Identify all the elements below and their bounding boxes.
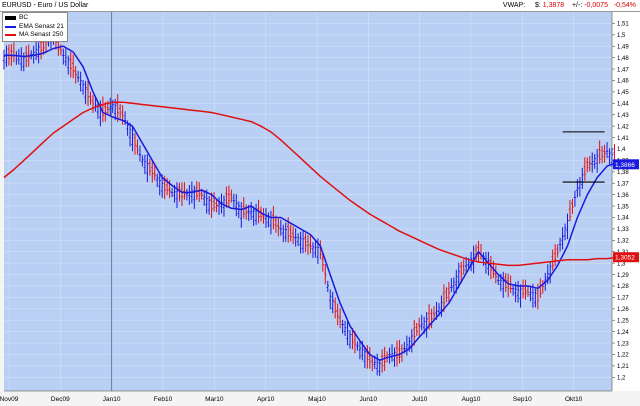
chart-legend: BC EMA Senast 21 MA Senast 250 [2, 12, 68, 42]
change-percent: -0,54% [613, 2, 636, 9]
y-tick-label: 1,33 [617, 227, 629, 233]
plot-area [4, 12, 612, 391]
x-tick-label: Jan10 [103, 396, 121, 403]
legend-swatch-ema [5, 25, 16, 28]
y-axis-panel [612, 12, 640, 391]
value-tag [613, 159, 639, 170]
y-tick-label: 1,44 [617, 102, 629, 108]
legend-item-ma: MA Senast 250 [5, 31, 64, 40]
x-tick-label: Dec09 [51, 396, 70, 403]
y-tick-label: 1,46 [617, 79, 629, 85]
y-tick-label: 1,35 [617, 204, 629, 210]
vwap-label: VWAP: [502, 2, 526, 9]
legend-label-ema: EMA Senast 21 [19, 22, 64, 30]
price-label: $: [534, 2, 541, 9]
change-value: -0,0075 [584, 2, 608, 9]
x-tick-label: Okt10 [565, 396, 583, 403]
y-tick-label: 1,4 [617, 147, 626, 153]
y-tick-label: 1,38 [617, 170, 629, 176]
y-tick-label: 1,3 [617, 261, 626, 267]
symbol-title: EURUSD - Euro / US Dollar [2, 2, 89, 9]
y-tick-label: 1,29 [617, 273, 629, 279]
x-tick-label: Mar10 [205, 396, 224, 403]
ema-line [4, 45, 618, 361]
y-tick-label: 1,47 [617, 67, 629, 73]
y-tick-label: 1,51 [617, 22, 629, 28]
y-tick-label: 1,48 [617, 56, 629, 62]
x-tick-label: Sep10 [513, 396, 532, 403]
price-value: 1,3878 [542, 2, 565, 9]
legend-swatch-ma [5, 34, 16, 37]
y-tick-label: 1,27 [617, 296, 629, 302]
y-tick-label: 1,25 [617, 318, 629, 324]
y-tick-label: 1,32 [617, 239, 629, 245]
x-tick-label: Jun10 [359, 396, 377, 403]
y-tick-label: 1,5 [617, 33, 626, 39]
y-tick-label: 1,21 [617, 364, 629, 370]
y-tick-label: 1,41 [617, 136, 629, 142]
x-tick-label: Apr10 [257, 396, 275, 403]
y-tick-label: 1,43 [617, 113, 629, 119]
x-tick-label: Maj10 [308, 396, 326, 403]
legend-label-bc: BC [19, 14, 29, 21]
y-tick-label: 1,42 [617, 124, 629, 130]
value-tag [613, 252, 639, 263]
legend-item-ema: EMA Senast 21 [5, 23, 64, 32]
y-tick-label: 1,24 [617, 330, 629, 336]
ma-line [3, 101, 617, 267]
quote-readout: VWAP: $: 1,3878 +/-: -0,0075 -0,54% [503, 0, 636, 11]
y-tick-label: 1,49 [617, 44, 629, 50]
change-label: +/-: [571, 2, 583, 9]
x-tick-label: Aug10 [462, 396, 481, 403]
y-tick-label: 1,26 [617, 307, 629, 313]
y-tick-label: 1,36 [617, 193, 629, 199]
y-tick-label: 1,2 [617, 376, 626, 382]
legend-swatch-bc [5, 16, 16, 21]
y-tick-label: 1,37 [617, 181, 629, 187]
x-tick-label: Nov09 [0, 396, 19, 403]
x-tick-label: Feb10 [154, 396, 173, 403]
value-tag-label: 1,3866 [615, 162, 635, 169]
y-tick-label: 1,34 [617, 216, 629, 222]
legend-label-ma: MA Senast 250 [19, 31, 64, 38]
y-tick-label: 1,28 [617, 284, 629, 290]
chart-header: EURUSD - Euro / US Dollar VWAP: $: 1,387… [0, 0, 640, 12]
value-tag-label: 1,3052 [615, 255, 635, 262]
y-tick-label: 1,23 [617, 341, 629, 347]
y-tick-label: 1,45 [617, 90, 629, 96]
x-tick-label: Jul10 [412, 396, 428, 403]
legend-item-bc: BC [5, 14, 64, 23]
y-tick-label: 1,22 [617, 353, 629, 359]
